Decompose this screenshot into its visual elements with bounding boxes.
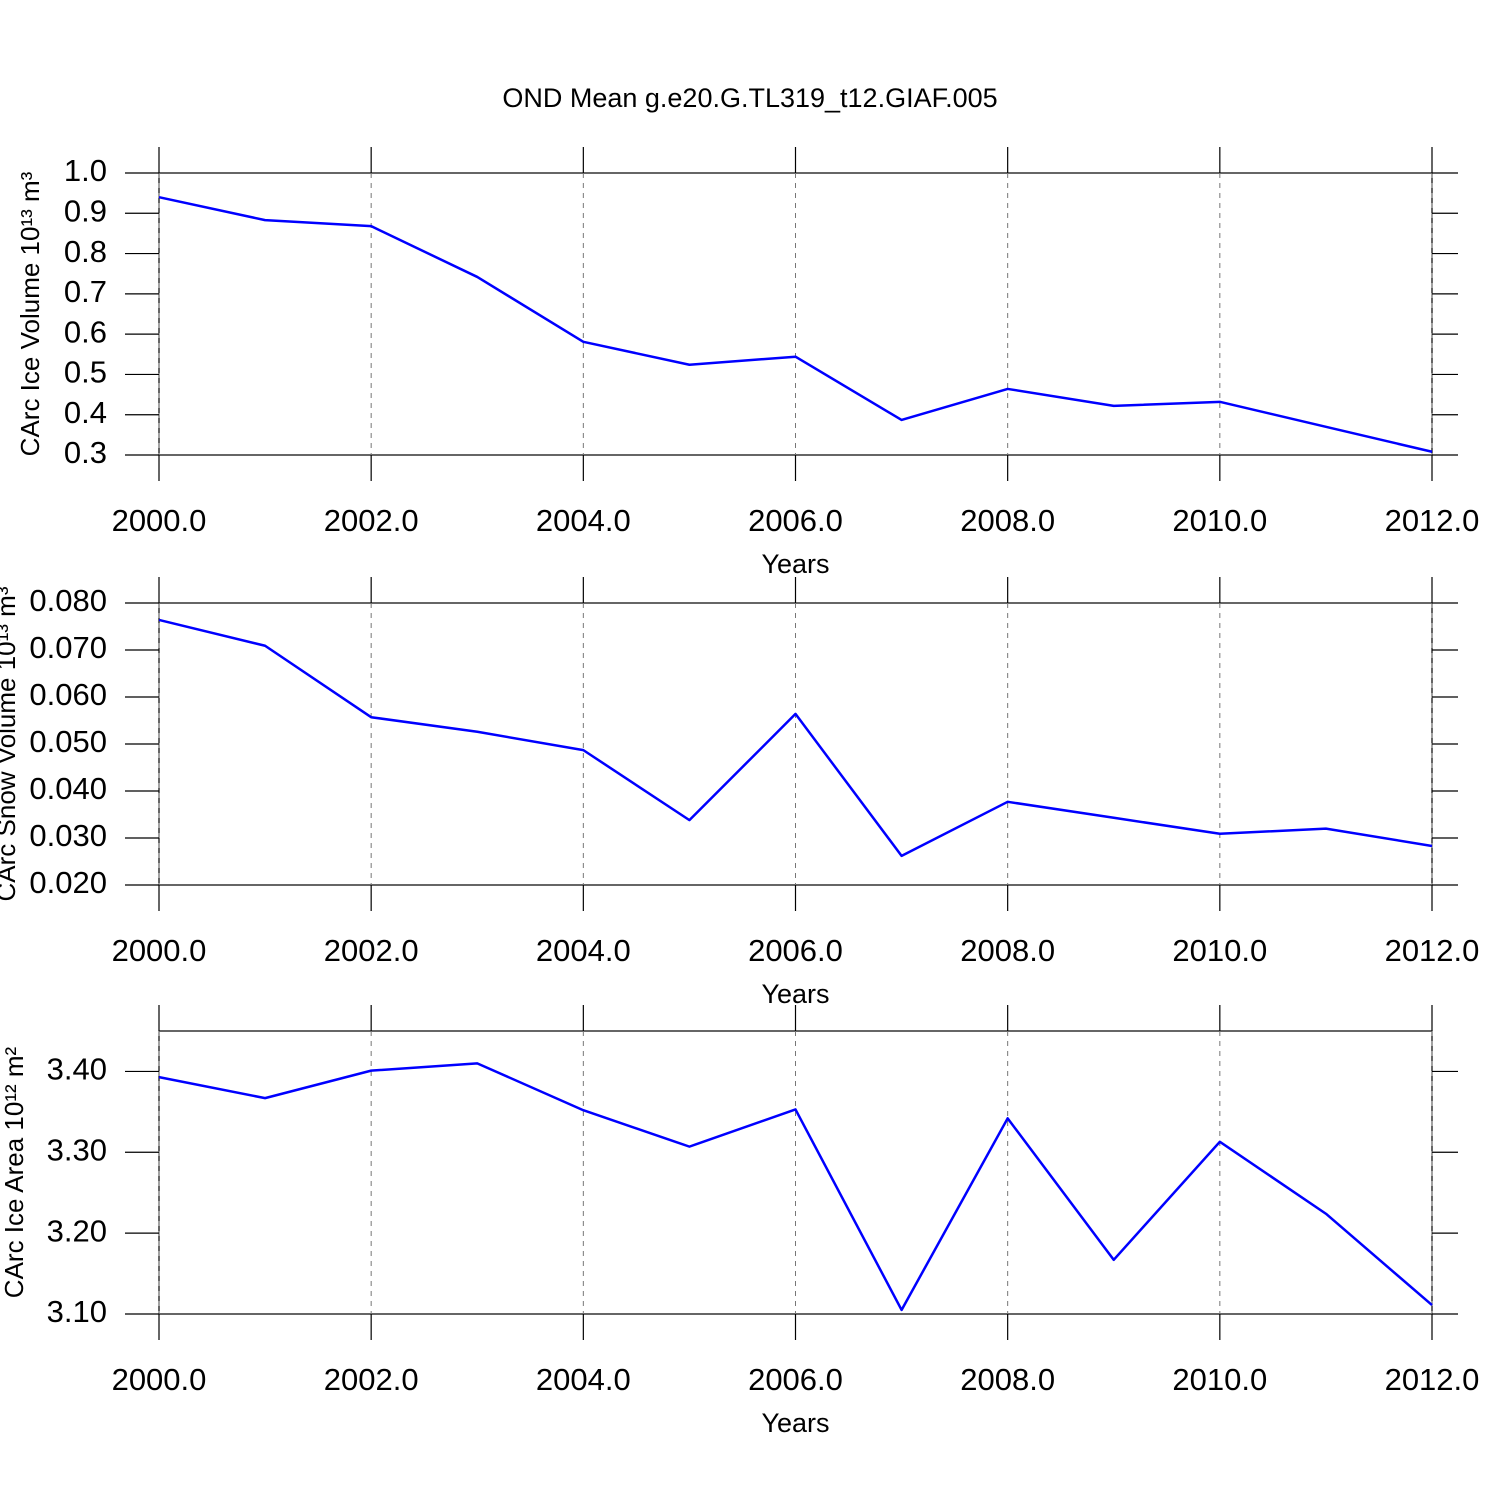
- x-tick-label: 2004.0: [536, 933, 631, 968]
- x-tick-label: 2008.0: [960, 1362, 1055, 1397]
- y-tick-label: 3.20: [47, 1213, 107, 1248]
- chart-title: OND Mean g.e20.G.TL319_t12.GIAF.005: [502, 83, 997, 113]
- y-tick-label: 0.7: [64, 274, 107, 309]
- y-tick-label: 0.3: [64, 435, 107, 470]
- y-tick-label: 0.060: [29, 677, 107, 712]
- x-tick-label: 2010.0: [1172, 933, 1267, 968]
- x-tick-label: 2006.0: [748, 503, 843, 538]
- y-axis-label: CArc Snow Volume 10¹³ m³: [0, 586, 21, 901]
- x-axis-label: Years: [761, 979, 829, 1009]
- y-axis-label: CArc Ice Volume 10¹³ m³: [15, 171, 45, 456]
- y-tick-label: 0.070: [29, 630, 107, 665]
- x-tick-label: 2000.0: [112, 1362, 207, 1397]
- x-tick-label: 2000.0: [112, 933, 207, 968]
- y-axis-label: CArc Ice Area 10¹² m²: [0, 1046, 29, 1298]
- x-tick-label: 2012.0: [1385, 1362, 1480, 1397]
- y-tick-label: 3.30: [47, 1132, 107, 1167]
- x-tick-label: 2002.0: [324, 503, 419, 538]
- x-axis-label: Years: [761, 549, 829, 579]
- x-tick-label: 2012.0: [1385, 933, 1480, 968]
- x-tick-label: 2000.0: [112, 503, 207, 538]
- x-tick-label: 2008.0: [960, 503, 1055, 538]
- x-tick-label: 2004.0: [536, 1362, 631, 1397]
- x-tick-label: 2012.0: [1385, 503, 1480, 538]
- y-tick-label: 0.050: [29, 724, 107, 759]
- y-tick-label: 1.0: [64, 153, 107, 188]
- x-tick-label: 2006.0: [748, 1362, 843, 1397]
- y-tick-label: 0.5: [64, 355, 107, 390]
- y-tick-label: 0.020: [29, 865, 107, 900]
- y-tick-label: 3.40: [47, 1052, 107, 1087]
- y-tick-label: 0.4: [64, 395, 107, 430]
- y-tick-label: 0.6: [64, 314, 107, 349]
- x-tick-label: 2002.0: [324, 933, 419, 968]
- y-tick-label: 3.10: [47, 1294, 107, 1329]
- x-tick-label: 2010.0: [1172, 503, 1267, 538]
- y-tick-label: 0.8: [64, 234, 107, 269]
- x-tick-label: 2006.0: [748, 933, 843, 968]
- data-line: [158, 1062, 1433, 1312]
- y-tick-label: 0.040: [29, 771, 107, 806]
- data-line: [158, 195, 1433, 453]
- x-tick-label: 2008.0: [960, 933, 1055, 968]
- x-tick-label: 2010.0: [1172, 1362, 1267, 1397]
- y-tick-label: 0.030: [29, 818, 107, 853]
- x-tick-label: 2002.0: [324, 1362, 419, 1397]
- y-tick-label: 0.9: [64, 193, 107, 228]
- data-line: [158, 618, 1433, 858]
- y-tick-label: 0.080: [29, 583, 107, 618]
- x-tick-label: 2004.0: [536, 503, 631, 538]
- x-axis-label: Years: [761, 1408, 829, 1438]
